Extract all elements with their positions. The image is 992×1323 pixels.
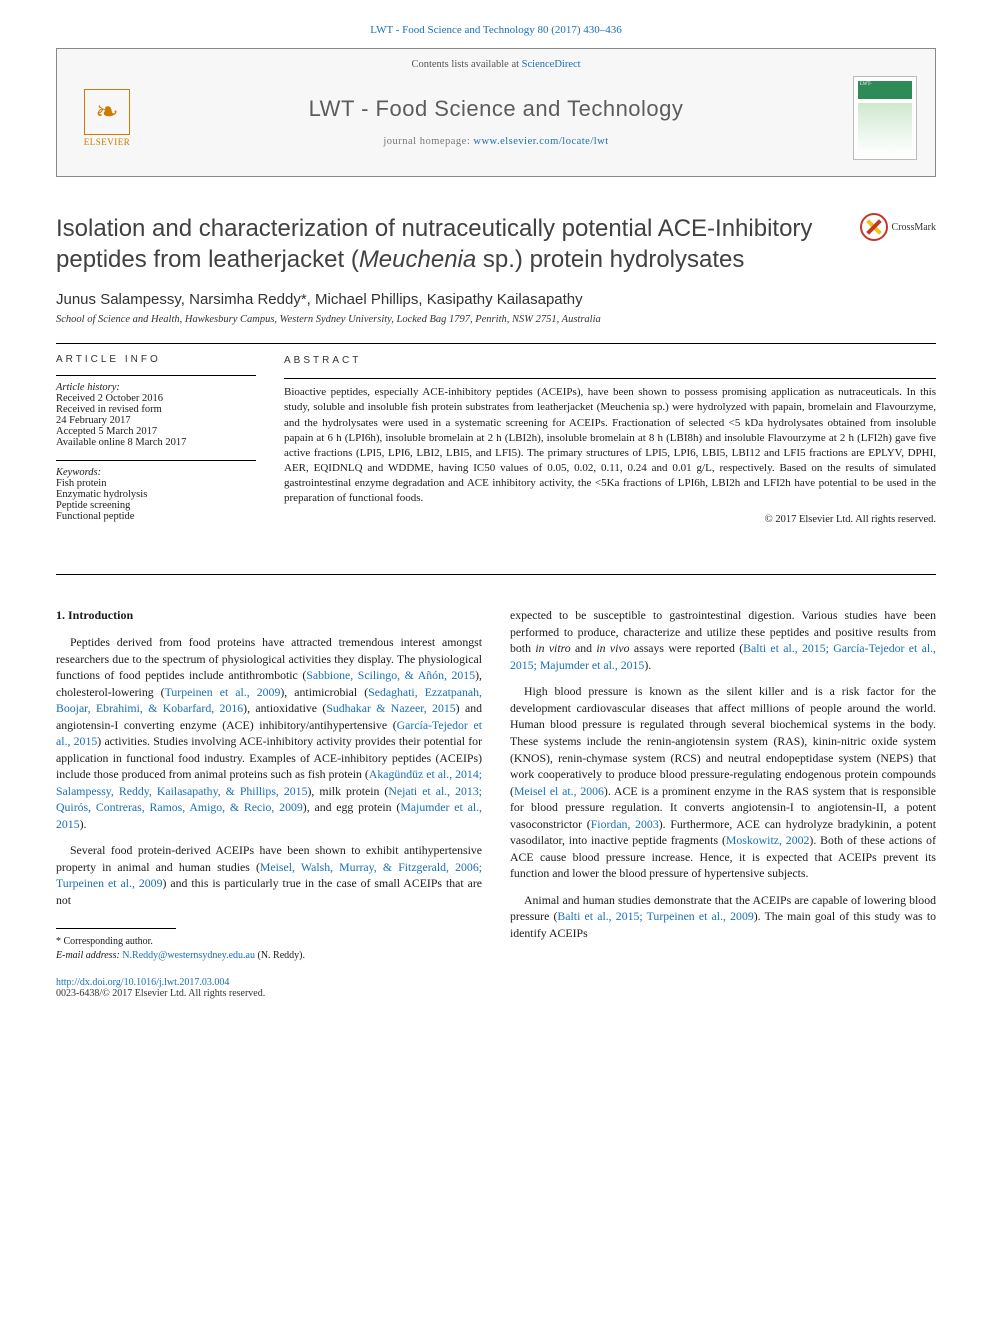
- article-info-heading: ARTICLE INFO: [56, 354, 256, 365]
- abstract-heading: ABSTRACT: [284, 354, 936, 368]
- history-2: 24 February 2017: [56, 415, 256, 426]
- ref-link[interactable]: Balti et al., 2015; Turpeinen et al., 20…: [557, 909, 753, 923]
- ref-link[interactable]: Meisel el at., 2006: [514, 784, 604, 798]
- homepage-prefix: journal homepage:: [383, 136, 473, 147]
- para-2: Several food protein-derived ACEIPs have…: [56, 842, 482, 908]
- keyword-3: Functional peptide: [56, 511, 256, 522]
- keyword-2: Peptide screening: [56, 500, 256, 511]
- ref-link[interactable]: Fiordan, 2003: [591, 817, 659, 831]
- journal-cover-thumb: LWT-: [853, 76, 917, 160]
- corresponding-author: * Corresponding author.: [56, 935, 482, 949]
- t: ), antimicrobial (: [280, 685, 368, 699]
- article-info-column: ARTICLE INFO Article history: Received 2…: [56, 354, 256, 534]
- t: ), and egg protein (: [303, 800, 401, 814]
- ref-link[interactable]: Sudhakar & Nazeer, 2015: [326, 701, 455, 715]
- article-title: Isolation and characterization of nutrac…: [56, 213, 844, 275]
- footnote-separator: [56, 928, 176, 929]
- history-1: Received in revised form: [56, 404, 256, 415]
- section-heading: 1. Introduction: [56, 607, 482, 624]
- doi-link[interactable]: http://dx.doi.org/10.1016/j.lwt.2017.03.…: [56, 977, 936, 988]
- t: ), milk protein (: [307, 784, 388, 798]
- crossmark-icon: [860, 213, 888, 241]
- journal-header: Contents lists available at ScienceDirec…: [56, 48, 936, 177]
- ref-link[interactable]: Sabbione, Scilingo, & Añón, 2015: [306, 668, 475, 682]
- contents-line: Contents lists available at ScienceDirec…: [75, 59, 917, 70]
- t: ), antioxidative (: [243, 701, 326, 715]
- sciencedirect-link[interactable]: ScienceDirect: [522, 59, 581, 70]
- abstract-column: ABSTRACT Bioactive peptides, especially …: [284, 354, 936, 534]
- affiliation: School of Science and Health, Hawkesbury…: [56, 314, 936, 325]
- issn-copyright: 0023-6438/© 2017 Elsevier Ltd. All right…: [56, 988, 936, 999]
- article-history-block: Article history: Received 2 October 2016…: [56, 375, 256, 448]
- t: assays were reported (: [630, 641, 744, 655]
- journal-title: LWT - Food Science and Technology: [139, 96, 853, 122]
- keywords-label: Keywords:: [56, 467, 101, 478]
- email-name: (N. Reddy).: [258, 950, 306, 961]
- elsevier-tree-icon: ❧: [84, 89, 130, 135]
- elsevier-label: ELSEVIER: [84, 137, 131, 147]
- ref-link[interactable]: Moskowitz, 2002: [726, 833, 810, 847]
- t: and: [571, 641, 597, 655]
- title-species: Meuchenia: [359, 246, 476, 273]
- para-3: expected to be susceptible to gastrointe…: [510, 607, 936, 673]
- body-columns: 1. Introduction Peptides derived from fo…: [56, 607, 936, 963]
- column-right: expected to be susceptible to gastrointe…: [510, 607, 936, 963]
- citation-line: LWT - Food Science and Technology 80 (20…: [56, 24, 936, 36]
- keyword-1: Enzymatic hydrolysis: [56, 489, 256, 500]
- keyword-0: Fish protein: [56, 478, 256, 489]
- crossmark-badge[interactable]: CrossMark: [860, 213, 936, 241]
- homepage-link[interactable]: www.elsevier.com/locate/lwt: [473, 136, 608, 147]
- email-link[interactable]: N.Reddy@westernsydney.edu.au: [122, 950, 255, 961]
- rule-bottom: [56, 574, 936, 575]
- citation-link[interactable]: LWT - Food Science and Technology 80 (20…: [370, 24, 622, 36]
- rule-top: [56, 343, 936, 344]
- title-post: sp.) protein hydrolysates: [476, 246, 744, 273]
- abstract-copyright: © 2017 Elsevier Ltd. All rights reserved…: [284, 513, 936, 527]
- cover-label: LWT-: [860, 82, 872, 87]
- para-5: Animal and human studies demonstrate tha…: [510, 892, 936, 942]
- history-0: Received 2 October 2016: [56, 393, 256, 404]
- homepage-line: journal homepage: www.elsevier.com/locat…: [139, 136, 853, 147]
- history-3: Accepted 5 March 2017: [56, 426, 256, 437]
- t: High blood pressure is known as the sile…: [510, 684, 936, 797]
- elsevier-logo: ❧ ELSEVIER: [75, 89, 139, 147]
- footnotes: * Corresponding author. E-mail address: …: [56, 935, 482, 963]
- t: in vivo: [596, 641, 629, 655]
- email-label: E-mail address:: [56, 950, 120, 961]
- history-label: Article history:: [56, 382, 120, 393]
- ref-link[interactable]: Turpeinen et al., 2009: [165, 685, 281, 699]
- para-1: Peptides derived from food proteins have…: [56, 634, 482, 832]
- crossmark-label: CrossMark: [892, 222, 936, 233]
- column-left: 1. Introduction Peptides derived from fo…: [56, 607, 482, 963]
- para-4: High blood pressure is known as the sile…: [510, 683, 936, 881]
- t: ).: [80, 817, 87, 831]
- history-4: Available online 8 March 2017: [56, 437, 256, 448]
- keywords-block: Keywords: Fish protein Enzymatic hydroly…: [56, 460, 256, 522]
- t: ).: [644, 658, 651, 672]
- contents-prefix: Contents lists available at: [411, 59, 521, 70]
- t: in vitro: [535, 641, 570, 655]
- authors-line: Junus Salampessy, Narsimha Reddy*, Micha…: [56, 291, 936, 308]
- abstract-text: Bioactive peptides, especially ACE-inhib…: [284, 378, 936, 506]
